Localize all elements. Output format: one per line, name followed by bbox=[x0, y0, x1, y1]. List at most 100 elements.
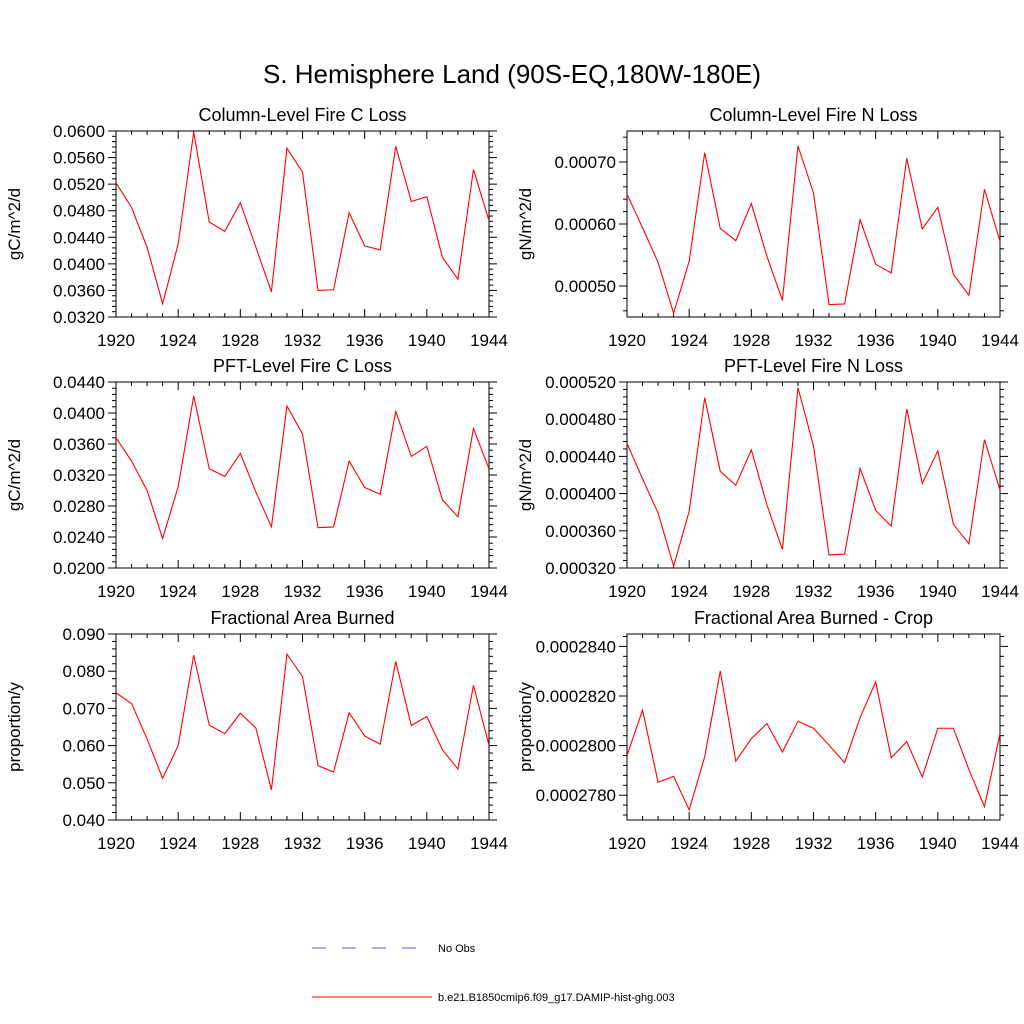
x-tick-label: 1928 bbox=[732, 582, 770, 601]
x-tick-label: 1944 bbox=[470, 582, 508, 601]
x-tick-label: 1932 bbox=[795, 331, 833, 350]
x-tick-label: 1940 bbox=[919, 582, 957, 601]
y-axis-label: gN/m^2/d bbox=[516, 439, 535, 511]
x-tick-label: 1940 bbox=[919, 834, 957, 853]
y-tick-label: 0.000360 bbox=[545, 522, 616, 541]
y-axis-label: proportion/y bbox=[516, 682, 535, 772]
y-axis-label: proportion/y bbox=[5, 682, 24, 772]
y-tick-label: 0.0240 bbox=[53, 528, 105, 547]
y-tick-label: 0.0360 bbox=[53, 435, 105, 454]
series-line bbox=[626, 670, 1001, 812]
x-tick-label: 1920 bbox=[608, 582, 646, 601]
panel-title: PFT-Level Fire C Loss bbox=[213, 356, 392, 376]
y-tick-label: 0.0360 bbox=[53, 281, 105, 300]
series-line bbox=[626, 145, 1001, 316]
y-tick-label: 0.0280 bbox=[53, 497, 105, 516]
y-tick-label: 0.0440 bbox=[53, 373, 105, 392]
panel-title: Fractional Area Burned - Crop bbox=[694, 608, 933, 628]
x-tick-label: 1936 bbox=[346, 834, 384, 853]
x-tick-label: 1944 bbox=[470, 331, 508, 350]
x-tick-label: 1928 bbox=[732, 834, 770, 853]
chart-panel-4: PFT-Level Fire N Loss 1920 1924 1928 1932 193… bbox=[516, 356, 1019, 601]
plot-frame bbox=[115, 633, 490, 821]
y-tick-label: 0.040 bbox=[62, 811, 105, 830]
y-tick-label: 0.00060 bbox=[555, 215, 616, 234]
y-tick-label: 0.000400 bbox=[545, 485, 616, 504]
panel-title: PFT-Level Fire N Loss bbox=[724, 356, 903, 376]
panel-title: Column-Level Fire N Loss bbox=[709, 105, 917, 125]
panel-title: Fractional Area Burned bbox=[210, 608, 394, 628]
y-tick-label: 0.000320 bbox=[545, 559, 616, 578]
series-line bbox=[115, 132, 490, 306]
y-tick-label: 0.0560 bbox=[53, 149, 105, 168]
x-tick-label: 1924 bbox=[670, 834, 708, 853]
series-line bbox=[115, 652, 490, 791]
chart-panel-6: Fractional Area Burned - Crop 1920 1924 192… bbox=[516, 608, 1019, 853]
x-tick-label: 1924 bbox=[159, 331, 197, 350]
y-tick-label: 0.0002840 bbox=[536, 637, 616, 656]
chart-panel-1: Column-Level Fire C Loss 1920 1924 1928 1932… bbox=[5, 105, 508, 350]
y-axis-label: gN/m^2/d bbox=[516, 188, 535, 260]
x-tick-label: 1936 bbox=[346, 331, 384, 350]
series-line bbox=[115, 395, 490, 541]
plot-frame bbox=[626, 381, 1001, 569]
y-tick-label: 0.00070 bbox=[555, 153, 616, 172]
y-tick-label: 0.00050 bbox=[555, 277, 616, 296]
plot-frame bbox=[115, 381, 490, 569]
x-tick-label: 1932 bbox=[795, 582, 833, 601]
legend-label: b.e21.B1850cmip6.f09_g17.DAMIP-hist-ghg.… bbox=[438, 992, 675, 1004]
x-tick-label: 1920 bbox=[97, 331, 135, 350]
x-tick-label: 1928 bbox=[732, 331, 770, 350]
y-tick-label: 0.0520 bbox=[53, 175, 105, 194]
y-tick-label: 0.080 bbox=[62, 662, 105, 681]
y-tick-label: 0.090 bbox=[62, 625, 105, 644]
x-tick-label: 1932 bbox=[284, 331, 322, 350]
x-tick-label: 1920 bbox=[608, 331, 646, 350]
y-tick-label: 0.0200 bbox=[53, 559, 105, 578]
y-tick-label: 0.060 bbox=[62, 737, 105, 756]
x-tick-label: 1940 bbox=[408, 834, 446, 853]
x-tick-label: 1932 bbox=[284, 834, 322, 853]
legend-label: No Obs bbox=[438, 943, 476, 955]
x-tick-label: 1924 bbox=[670, 331, 708, 350]
plot-frame bbox=[626, 633, 1001, 821]
y-tick-label: 0.0480 bbox=[53, 202, 105, 221]
y-tick-label: 0.000440 bbox=[545, 447, 616, 466]
x-tick-label: 1940 bbox=[408, 331, 446, 350]
y-tick-label: 0.0400 bbox=[53, 404, 105, 423]
y-tick-label: 0.050 bbox=[62, 774, 105, 793]
x-tick-label: 1920 bbox=[97, 834, 135, 853]
x-tick-label: 1928 bbox=[221, 582, 259, 601]
x-tick-label: 1932 bbox=[284, 582, 322, 601]
chart-panel-5: Fractional Area Burned 1920 1924 1928 1932 19… bbox=[5, 608, 508, 853]
main-title: S. Hemisphere Land (90S-EQ,180W-180E) bbox=[263, 59, 761, 89]
y-tick-label: 0.0002820 bbox=[536, 687, 616, 706]
y-tick-label: 0.0320 bbox=[53, 308, 105, 327]
x-tick-label: 1928 bbox=[221, 331, 259, 350]
x-tick-label: 1940 bbox=[408, 582, 446, 601]
y-axis-label: gC/m^2/d bbox=[5, 188, 24, 260]
y-tick-label: 0.000520 bbox=[545, 373, 616, 392]
x-tick-label: 1940 bbox=[919, 331, 957, 350]
y-tick-label: 0.0400 bbox=[53, 255, 105, 274]
x-tick-label: 1924 bbox=[159, 834, 197, 853]
y-tick-label: 0.070 bbox=[62, 699, 105, 718]
x-tick-label: 1924 bbox=[159, 582, 197, 601]
y-tick-label: 0.0600 bbox=[53, 122, 105, 141]
legend: No Obs b.e21.B1850cmip6.f09_g17.DAMIP-his… bbox=[312, 943, 675, 1004]
series-line bbox=[626, 387, 1001, 569]
y-tick-label: 0.000480 bbox=[545, 410, 616, 429]
x-tick-label: 1944 bbox=[981, 834, 1019, 853]
panels: Column-Level Fire C Loss 1920 1924 1928 1932… bbox=[5, 105, 1019, 853]
x-tick-label: 1936 bbox=[857, 331, 895, 350]
x-tick-label: 1936 bbox=[857, 834, 895, 853]
x-tick-label: 1928 bbox=[221, 834, 259, 853]
x-tick-label: 1936 bbox=[346, 582, 384, 601]
y-tick-label: 0.0002780 bbox=[536, 786, 616, 805]
chart-panel-3: PFT-Level Fire C Loss 1920 1924 1928 1932 193… bbox=[5, 356, 508, 601]
x-tick-label: 1944 bbox=[470, 834, 508, 853]
x-tick-label: 1936 bbox=[857, 582, 895, 601]
chart-panel-2: Column-Level Fire N Loss 1920 1924 1928 1932… bbox=[516, 105, 1019, 350]
x-tick-label: 1932 bbox=[795, 834, 833, 853]
